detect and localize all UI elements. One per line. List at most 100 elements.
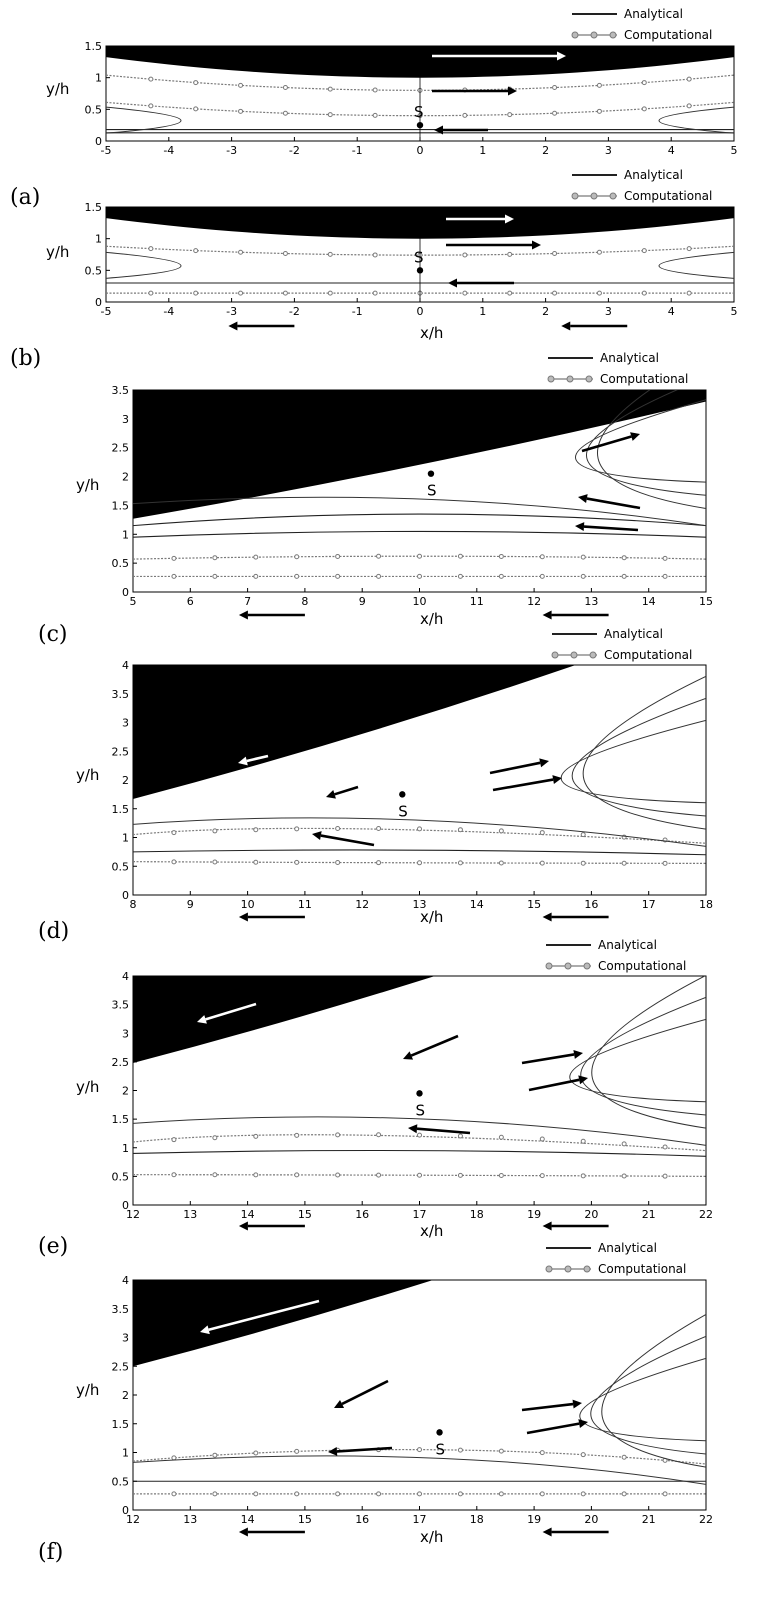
flow-arrow-2-shaft (320, 834, 375, 847)
x-tick-label: -5 (101, 305, 112, 318)
computational-marker (417, 553, 422, 559)
flow-arrow-1-head (326, 790, 336, 799)
y-tick-label: 3 (122, 1332, 129, 1345)
computational-marker (238, 82, 244, 88)
flow-arrow-3-head (539, 758, 549, 768)
computational-marker (253, 573, 259, 579)
computational-marker (621, 555, 627, 561)
y-tick-label: 3.5 (112, 384, 130, 397)
computational-marker (253, 1491, 259, 1497)
computational-marker (253, 827, 259, 833)
computational-marker (539, 1450, 545, 1456)
x-tick-label: 12 (355, 898, 369, 911)
computational-marker (171, 1137, 177, 1143)
y-tick-label: 1 (122, 528, 129, 541)
stagnation-point (416, 267, 424, 274)
computational-marker (238, 290, 244, 296)
computational-marker (552, 290, 558, 296)
x-tick-label: 9 (359, 595, 366, 608)
x-tick-label: 1 (479, 144, 486, 157)
computational-marker (294, 826, 300, 832)
computational-marker (596, 82, 602, 88)
eddy-streamline (580, 996, 706, 1116)
bottom-flow-arrow-left-head (228, 321, 238, 331)
x-axis-label: x/h (420, 324, 443, 342)
wall-region (133, 390, 706, 519)
flow-arrow-2-head (448, 278, 457, 288)
computational-marker (212, 1491, 218, 1497)
computational-marker (621, 573, 627, 579)
computational-marker (686, 76, 692, 82)
legend-marker-0 (547, 375, 555, 383)
flow-arrow-1-head (334, 1399, 345, 1408)
computational-marker (580, 1491, 586, 1497)
x-tick-label: 15 (527, 898, 541, 911)
dividing-streamline (133, 1116, 706, 1146)
x-tick-label: 12 (126, 1208, 140, 1221)
flow-arrow-2-shaft (416, 1127, 471, 1135)
eddy-streamline (658, 251, 734, 279)
x-tick-label: 14 (642, 595, 656, 608)
eddy-streamline (106, 251, 182, 279)
computational-marker (417, 1172, 422, 1178)
panel-label: (f) (38, 1540, 63, 1565)
computational-marker (457, 553, 463, 559)
computational-marker (335, 1491, 341, 1497)
computational-marker (596, 108, 602, 114)
computational-marker (282, 110, 288, 116)
computational-marker (294, 554, 300, 560)
computational-marker (171, 1455, 177, 1461)
x-tick-label: 20 (584, 1513, 598, 1526)
flow-arrow-3-shaft (489, 761, 541, 775)
x-axis-label: x/h (420, 610, 443, 628)
legend-marker-0 (545, 1265, 553, 1273)
x-axis-label: x/h (420, 1222, 443, 1240)
x-tick-label: 10 (413, 595, 427, 608)
x-tick-label: 6 (187, 595, 194, 608)
computational-marker (193, 80, 199, 86)
computational-marker (171, 573, 177, 579)
plot-content (133, 976, 706, 1179)
computational-marker (686, 103, 692, 109)
computational-marker (539, 860, 545, 866)
y-tick-label: 1.5 (112, 499, 130, 512)
y-axis-label: y/h (46, 80, 69, 98)
bottom-flow-arrow-right-head (542, 1527, 552, 1537)
computational-marker (294, 1132, 300, 1138)
computational-marker (552, 110, 558, 116)
x-tick-label: 22 (699, 1208, 713, 1221)
y-tick-label: 2 (122, 1085, 129, 1098)
legend-label-analytical: Analytical (598, 1241, 657, 1255)
computational-marker (253, 1172, 259, 1178)
legend-marker-1 (566, 375, 574, 383)
computational-marker (686, 246, 692, 252)
y-tick-label: 4 (122, 659, 129, 672)
stagnation-label: S (427, 482, 437, 500)
computational-marker (294, 1172, 300, 1178)
legend-label-computational: Computational (624, 28, 712, 42)
plot-content (106, 46, 734, 141)
computational-marker (253, 1133, 259, 1139)
computational-marker (621, 860, 627, 866)
streamline-analytical (133, 1149, 706, 1157)
x-tick-label: 20 (584, 1208, 598, 1221)
computational-marker (457, 1447, 463, 1453)
computational-marker (498, 553, 504, 559)
y-tick-label: 0 (95, 135, 102, 148)
x-tick-label: 18 (699, 898, 713, 911)
y-axis-label: y/h (46, 243, 69, 261)
computational-marker (238, 249, 244, 255)
flow-arrow-0-head (505, 214, 514, 224)
x-tick-label: 18 (470, 1208, 484, 1221)
flow-arrow-1-head (508, 86, 517, 96)
bottom-flow-arrow-left-head (238, 912, 248, 922)
computational-marker (212, 555, 218, 561)
flow-arrow-3-shaft (521, 1053, 575, 1065)
bottom-flow-arrow-left-head (238, 1527, 248, 1537)
legend-marker-2 (609, 31, 617, 39)
legend-label-computational: Computational (598, 959, 686, 973)
flow-arrow-0-shaft (581, 435, 632, 453)
x-tick-label: 8 (130, 898, 137, 911)
